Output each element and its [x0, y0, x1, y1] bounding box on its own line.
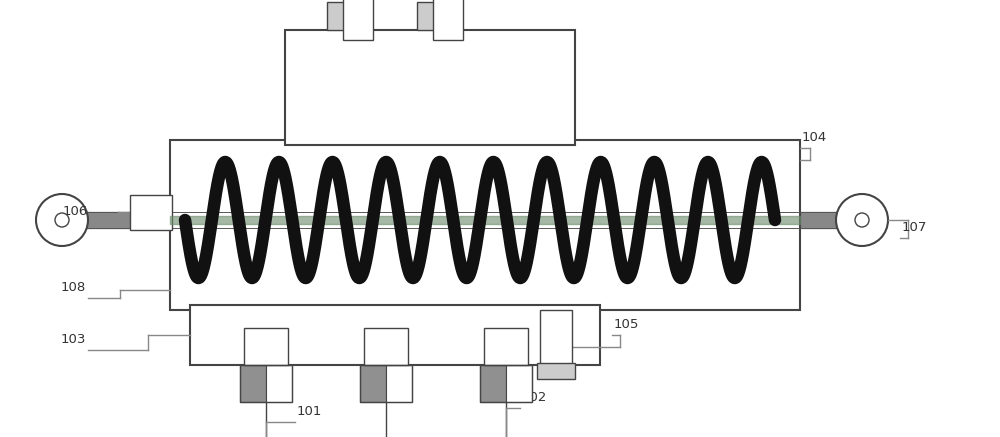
Bar: [386, 365, 412, 402]
Bar: [484, 328, 528, 365]
Bar: [506, 365, 532, 402]
Bar: [540, 310, 572, 365]
Bar: [244, 328, 288, 365]
Bar: [433, 0, 463, 40]
Text: 108: 108: [61, 281, 86, 294]
Circle shape: [855, 213, 869, 227]
Bar: [480, 365, 506, 402]
Bar: [360, 365, 386, 402]
Text: 103: 103: [61, 333, 86, 346]
Bar: [364, 328, 408, 365]
Bar: [343, 0, 373, 40]
Bar: [130, 195, 172, 230]
Bar: [285, 30, 575, 145]
Bar: [190, 305, 600, 365]
Bar: [266, 365, 292, 402]
Text: 105: 105: [614, 318, 639, 331]
Text: 101: 101: [297, 405, 322, 418]
Text: 106: 106: [63, 205, 88, 218]
Bar: [327, 2, 349, 30]
Circle shape: [36, 194, 88, 246]
Bar: [480, 365, 532, 402]
Bar: [417, 2, 439, 30]
Text: 102: 102: [522, 391, 547, 404]
Bar: [240, 365, 292, 402]
Bar: [240, 365, 266, 402]
Text: 107: 107: [902, 221, 927, 234]
Circle shape: [55, 213, 69, 227]
Text: 104: 104: [802, 131, 827, 144]
Bar: [170, 140, 800, 310]
Circle shape: [836, 194, 888, 246]
Bar: [360, 365, 412, 402]
Bar: [537, 363, 575, 379]
